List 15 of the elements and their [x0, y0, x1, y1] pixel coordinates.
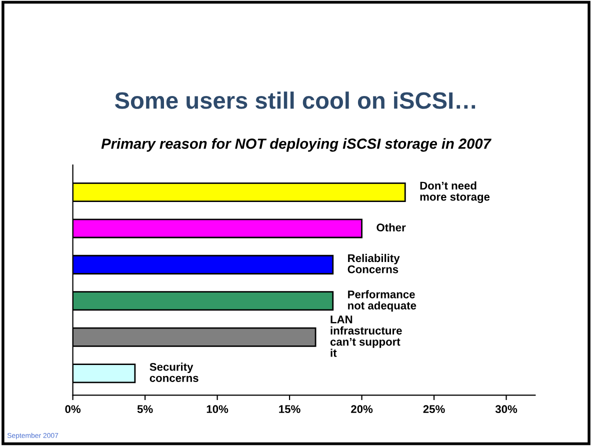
y-tick-label: Other [376, 223, 406, 232]
x-tick-label: 10% [206, 405, 228, 414]
x-tick-label: 15% [279, 405, 300, 414]
chart-title: Some users still cool on iSCSI… [114, 92, 476, 109]
x-tick-label: 5% [137, 405, 153, 414]
y-tick-label: Reliability Concerns [348, 254, 400, 274]
y-tick-label: Don’t need more storage [420, 181, 490, 203]
x-tick-label: 0% [65, 405, 81, 414]
x-tick-label: 30% [495, 405, 518, 414]
y-tick-label: Security concerns [150, 362, 198, 382]
x-tick-label: 25% [423, 405, 445, 414]
y-tick-label: Performance not adequate [348, 290, 416, 312]
chart-subtitle: Primary reason for NOT deploying iSCSI storage in 2007 [101, 138, 492, 152]
y-tick-label: LAN infrastructure can’t support it [330, 316, 402, 357]
x-tick-label: 20% [351, 405, 373, 414]
